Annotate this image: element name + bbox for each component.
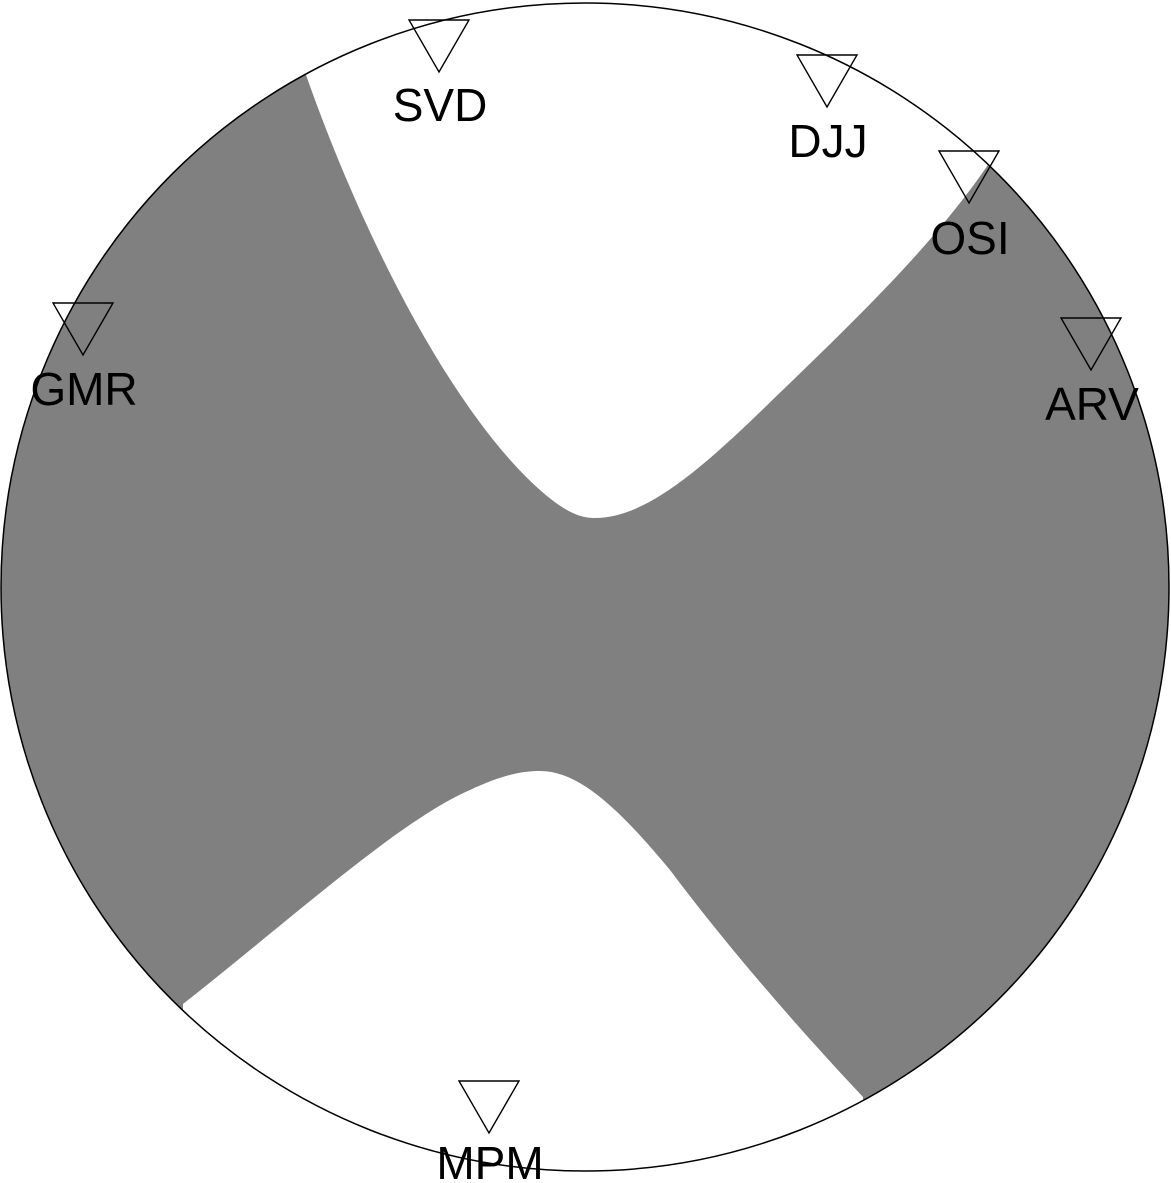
station-mpm: MPM [436, 1080, 544, 1183]
station-label: GMR [30, 363, 137, 415]
station-arv: ARV [1045, 317, 1139, 430]
station-label: ARV [1045, 378, 1139, 430]
dilatational-quadrant-upper [305, 3, 990, 518]
inverted-triangle-icon [795, 54, 859, 109]
station-gmr: GMR [30, 302, 138, 415]
inverted-triangle-icon [937, 150, 1001, 205]
station-svd: SVD [393, 19, 488, 131]
inverted-triangle-icon [51, 302, 115, 357]
station-label: OSI [930, 212, 1009, 264]
station-label: SVD [393, 79, 488, 131]
dilatational-quadrant-lower [183, 771, 863, 1171]
station-label: DJJ [788, 115, 867, 167]
station-djj: DJJ [788, 54, 868, 167]
inverted-triangle-icon [457, 1080, 521, 1135]
inverted-triangle-icon [407, 19, 471, 74]
station-osi: OSI [930, 150, 1010, 264]
inverted-triangle-icon [1059, 317, 1123, 372]
station-label: MPM [436, 1137, 543, 1183]
